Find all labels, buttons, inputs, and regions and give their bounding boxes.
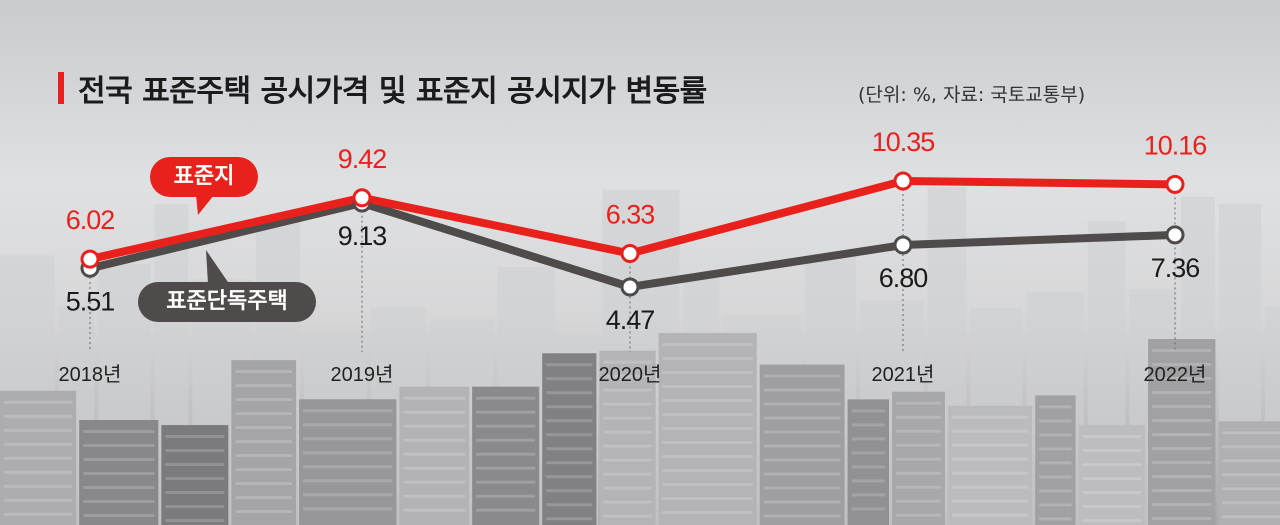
data-label: 4.47 — [606, 305, 655, 335]
x-tick-label: 2021년 — [872, 363, 935, 386]
title-accent-bar — [58, 72, 64, 104]
data-point — [1165, 225, 1185, 245]
x-tick-label: 2018년 — [59, 363, 122, 386]
data-label: 9.42 — [338, 144, 387, 174]
unit-source-note: (단위: %, 자료: 국토교통부) — [858, 84, 1086, 106]
data-point — [620, 277, 640, 297]
data-label: 7.36 — [1151, 253, 1200, 283]
data-point — [893, 171, 913, 191]
data-point — [893, 235, 913, 255]
data-label: 10.35 — [872, 127, 935, 157]
data-label: 6.80 — [879, 263, 928, 293]
legend-land-pointer — [196, 195, 214, 215]
data-point — [352, 188, 372, 208]
chart-title: 전국 표준주택 공시가격 및 표준지 공시지가 변동률 — [78, 74, 707, 109]
data-label: 6.02 — [66, 205, 115, 235]
data-label: 9.13 — [338, 221, 387, 251]
legend-land-label: 표준지 — [150, 157, 258, 197]
data-label: 5.51 — [66, 286, 115, 316]
data-label: 6.33 — [606, 200, 655, 230]
legend-housing-label: 표준단독주택 — [138, 282, 316, 322]
x-tick-label: 2019년 — [331, 363, 394, 386]
data-point — [1165, 174, 1185, 194]
legend-housing-pointer — [206, 250, 232, 288]
x-tick-label: 2020년 — [599, 363, 662, 386]
data-label: 10.16 — [1144, 130, 1207, 160]
data-point — [620, 244, 640, 263]
buildings — [0, 187, 1280, 525]
data-point — [80, 249, 100, 269]
x-tick-label: 2022년 — [1144, 363, 1207, 386]
